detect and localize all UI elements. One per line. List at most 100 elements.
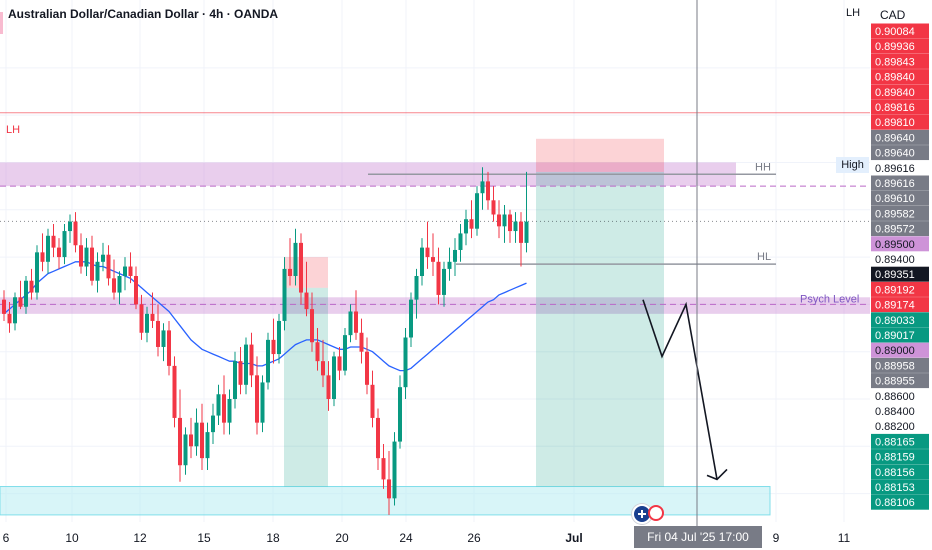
short-position[interactable] — [284, 138, 664, 487]
price-label-bg — [871, 266, 929, 282]
time-tick: 6 — [2, 531, 10, 545]
price-label-text: 0.89640 — [875, 148, 915, 160]
candle-body — [255, 375, 259, 423]
candle-body — [40, 252, 45, 262]
candle-body — [161, 330, 166, 347]
candle-body — [464, 219, 468, 234]
target-area — [536, 171, 664, 487]
price-axis[interactable]: 0.90084 0.89936 0.89843 0.89840 0.89840 0.898… — [870, 0, 932, 550]
candle-body — [101, 254, 105, 262]
price-label-text: 0.89400 — [875, 254, 915, 266]
candle-body — [150, 313, 155, 321]
price-label-text: 0.88165 — [875, 436, 915, 448]
hl-label: HL — [757, 251, 771, 263]
candle-body — [266, 339, 270, 383]
candle-body — [167, 330, 171, 366]
lh-level-label: LH — [6, 124, 21, 136]
currency-label[interactable]: CAD — [880, 8, 906, 22]
time-tick: 10 — [65, 531, 79, 545]
candle-body — [35, 252, 39, 293]
candle-body — [321, 361, 325, 376]
price-label-bg — [871, 205, 929, 221]
price-label-text: 0.89936 — [875, 41, 915, 53]
candle-body — [79, 245, 83, 267]
candle-body — [431, 257, 435, 262]
price-label-bg — [871, 494, 929, 510]
price-label: 0.89582 — [871, 205, 929, 221]
price-label: 0.88955 — [871, 373, 929, 389]
price-label-text: 0.89616 — [875, 163, 915, 175]
price-label: 0.89816 — [871, 99, 929, 115]
price-label-text: 0.89174 — [875, 300, 915, 312]
price-label-bg — [871, 175, 929, 191]
candle-body — [370, 384, 375, 418]
price-label-text: 0.88400 — [875, 406, 915, 418]
candle-body — [178, 417, 182, 466]
candles — [2, 167, 529, 515]
candle-body — [497, 214, 501, 227]
candle-body — [128, 266, 133, 276]
edge-marker — [0, 12, 3, 34]
candle-body — [299, 242, 303, 293]
moving-average — [3, 261, 527, 372]
candle-body — [51, 235, 56, 248]
price-label-text: 0.88600 — [875, 391, 915, 403]
price-label: 0.89400 — [875, 254, 915, 266]
price-label-bg — [871, 99, 929, 115]
price-label-bg — [871, 114, 929, 130]
candle-body — [414, 276, 419, 300]
candle-body — [95, 261, 100, 281]
candle-body — [57, 247, 61, 258]
price-label-text: 0.89572 — [875, 224, 915, 236]
time-tick: Jul — [565, 531, 583, 545]
candle-body — [524, 221, 529, 243]
price-label-text: 0.88955 — [875, 376, 915, 388]
price-label: 0.90084 — [871, 23, 929, 39]
price-label-bg — [871, 23, 929, 39]
price-label: 0.88156 — [871, 464, 929, 480]
candle-body — [348, 311, 353, 336]
candle-body — [315, 342, 320, 362]
candle-body — [442, 268, 446, 295]
candle-body — [117, 276, 122, 293]
candle-body — [387, 479, 391, 499]
time-tick: 15 — [197, 531, 211, 545]
candle-body — [249, 344, 254, 376]
price-label-bg — [871, 160, 929, 176]
price-label: 0.88153 — [871, 479, 929, 495]
price-label: 0.89500 — [871, 236, 929, 252]
price-label-text: 0.89616 — [875, 178, 915, 190]
time-tick: 20 — [335, 531, 349, 545]
price-label: 0.89936 — [871, 38, 929, 54]
price-label-text: 0.88106 — [875, 497, 915, 509]
price-label-text: 0.89017 — [875, 330, 915, 342]
candle-body — [227, 399, 232, 423]
price-label: 0.89572 — [871, 221, 929, 237]
candle-body — [18, 297, 23, 307]
cursor-time-label: Fri 04 Jul '25 17:00 — [634, 526, 762, 548]
candle-body — [90, 247, 94, 281]
time-tick: 24 — [399, 531, 413, 545]
price-label-bg — [871, 38, 929, 54]
candle-body — [205, 432, 210, 459]
corner-lh-label: LH — [846, 7, 861, 19]
candle-body — [62, 231, 67, 258]
candle-body — [211, 415, 215, 433]
psych-level-label: Psych Level — [800, 293, 859, 305]
candle-body — [475, 193, 479, 229]
candle-body — [194, 422, 199, 447]
candle-body — [502, 214, 507, 227]
price-label: 0.88106 — [871, 494, 929, 510]
projection-arrowhead-icon — [706, 468, 728, 481]
price-label: 0.89810 — [871, 114, 929, 130]
price-label: 0.89192 — [871, 281, 929, 297]
price-label: 0.89840 — [871, 84, 929, 100]
small-target-area — [284, 287, 328, 487]
time-tick: 18 — [266, 531, 280, 545]
price-label-text: 0.89840 — [875, 72, 915, 84]
price-label-text: 0.89351 — [875, 269, 915, 281]
event-marker-icon[interactable] — [648, 505, 664, 521]
price-label-text: 0.89033 — [875, 315, 915, 327]
